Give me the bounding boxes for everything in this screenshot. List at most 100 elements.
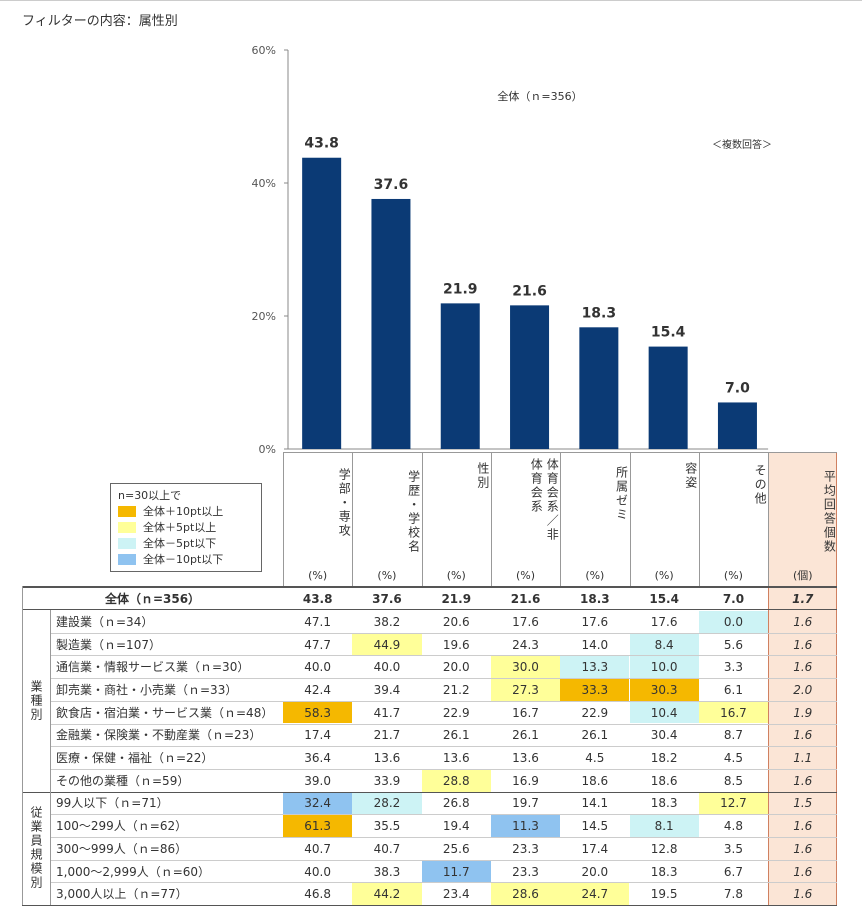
table-cell: 4.5 (723, 751, 743, 766)
row-label: 医療・保健・福祉（ｎ=22） (56, 751, 214, 766)
row-rule (50, 700, 838, 702)
table-cell: 40.7 (304, 841, 331, 856)
column-line (629, 452, 631, 586)
column-line (421, 452, 423, 586)
table-cell: 40.0 (304, 660, 331, 675)
table-cell: 13.6 (373, 751, 401, 766)
column-header: 容姿 (683, 462, 698, 490)
row-rule (50, 632, 838, 634)
table-cell: 12.8 (650, 841, 678, 856)
table-cell: 28.6 (490, 883, 561, 906)
table-cell: 18.3 (650, 796, 678, 811)
avg-cell: 1.6 (793, 773, 813, 788)
column-header: 学部・専攻 (337, 468, 352, 538)
avg-cell: 1.7 (792, 591, 814, 606)
y-tick-label: 40% (252, 177, 276, 190)
annotation: 全体（ｎ=356） (497, 89, 582, 103)
table-cell: 27.3 (490, 679, 561, 701)
table-cell: 17.4 (581, 841, 609, 856)
table-cell: 42.4 (304, 682, 331, 697)
table-cell: 14.1 (581, 796, 609, 811)
column-unit: (%) (377, 568, 397, 582)
bar (440, 303, 480, 449)
row-rule (50, 859, 838, 861)
column-unit: (%) (308, 568, 328, 582)
row-rule (50, 837, 838, 838)
table-cell: 14.5 (581, 819, 609, 834)
table-cell: 44.9 (352, 633, 422, 656)
table-cell: 22.9 (581, 705, 609, 720)
table-cell: 26.1 (581, 728, 609, 743)
table-cell: 19.5 (650, 887, 678, 902)
table-cell: 15.4 (649, 591, 679, 606)
table-cell: 8.7 (723, 728, 743, 743)
table-cell: 3.3 (723, 660, 743, 675)
value-label: 7.0 (725, 380, 750, 396)
group-label: 従業員規模別 (29, 806, 43, 891)
avg-cell: 1.6 (793, 660, 813, 675)
bar (302, 157, 342, 450)
table-cell: 44.2 (352, 883, 422, 906)
row-label: 300～999人（ｎ=86） (56, 841, 188, 856)
column-header: 所属ゼミ (614, 466, 629, 522)
bar (717, 402, 757, 449)
table-cell: 24.7 (560, 883, 630, 906)
table-cell: 20.6 (442, 614, 470, 629)
table-rule (22, 609, 838, 610)
table-cell: 18.3 (580, 591, 610, 606)
table-cell: 18.6 (581, 773, 609, 788)
value-label: 21.9 (443, 281, 478, 297)
table-cell: 23.3 (512, 864, 539, 879)
legend-swatch (118, 506, 136, 517)
row-rule (50, 655, 838, 657)
chart: 0% 20% 40% 60% 43.8 37.6 21.9 21.6 18.3 15.4 7.0 全体… (252, 44, 772, 456)
table-cell: 17.4 (304, 728, 331, 743)
table-cell: 17.6 (581, 614, 609, 629)
table-cell: 33.9 (373, 773, 401, 788)
table-cell: 35.5 (373, 819, 401, 834)
column-line (352, 452, 354, 586)
table-cell: 14.0 (581, 637, 609, 652)
column-line (560, 452, 562, 586)
y-tick-label: 60% (252, 44, 276, 57)
row-label: 100～299人（ｎ=62） (56, 819, 188, 834)
column-unit: (%) (723, 568, 743, 582)
bar (579, 327, 619, 449)
legend-swatch (118, 538, 136, 549)
row-label: 建設業（ｎ=34） (56, 614, 154, 629)
table-cell: 4.5 (585, 751, 605, 766)
legend-label: 全体＋10pt以上 (143, 505, 224, 518)
column-header: 体育会系／非体育会系 (529, 458, 560, 542)
row-label: 金融業・保険業・不動産業（ｎ=23） (56, 728, 262, 743)
table-cell: 21.2 (442, 682, 470, 697)
table-cell: 3.5 (723, 841, 743, 856)
row-label: その他の業種（ｎ=59） (56, 773, 190, 788)
legend-label: 全体＋5pt以上 (143, 521, 217, 534)
table-cell: 13.3 (560, 656, 630, 679)
table-cell: 8.4 (629, 633, 699, 656)
table-cell: 40.0 (304, 864, 331, 879)
row-rule (50, 746, 838, 748)
column-line (698, 452, 700, 586)
row-label: 製造業（ｎ=107） (56, 637, 161, 652)
row-rule (50, 768, 838, 770)
table-cell: 30.0 (490, 656, 561, 679)
avg-cell: 1.9 (793, 705, 813, 720)
bar (510, 305, 550, 449)
table-cell: 40.7 (373, 841, 401, 856)
table-left-line (22, 586, 23, 906)
row-label: 全体（ｎ=356） (104, 592, 201, 606)
table-cell: 38.3 (373, 864, 401, 879)
table-cell: 17.6 (512, 614, 539, 629)
table-cell: 16.7 (698, 701, 769, 724)
table-cell: 38.2 (373, 614, 401, 629)
table-cell: 11.3 (490, 815, 561, 837)
value-label: 21.6 (512, 283, 547, 299)
table-cell: 21.9 (441, 591, 472, 606)
table-cell: 40.0 (373, 660, 401, 675)
table-cell: 23.4 (442, 887, 470, 902)
row-label: 3,000人以上（ｎ=77） (56, 887, 188, 902)
table-cell: 20.0 (442, 660, 470, 675)
table-cell: 13.6 (512, 751, 539, 766)
column-header: 性別 (475, 462, 490, 490)
